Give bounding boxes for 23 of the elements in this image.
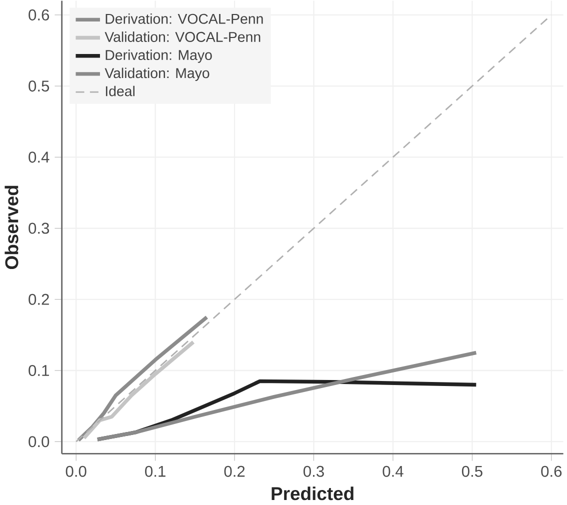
x-axis-title: Predicted (272, 486, 354, 500)
x-tick-label: 0.5 (462, 466, 482, 477)
y-tick-label: 0.0 (28, 436, 50, 448)
legend-label: Ideal (106, 86, 134, 96)
x-tick-label: 0.2 (224, 466, 245, 477)
line-series (96, 350, 478, 442)
y-tick-label: 0.6 (28, 9, 50, 21)
legend-label: Validation: VOCAL-Penn (104, 32, 260, 42)
x-tick-label: 0.0 (66, 466, 86, 477)
line-series (82, 340, 196, 440)
x-tick-label: 0.3 (304, 466, 324, 477)
legend-label: Derivation: VOCAL-Penn (106, 14, 263, 24)
legend-label: Validation: Mayo (104, 68, 210, 81)
x-tick-label: 0.6 (541, 466, 562, 477)
y-tick-label: 0.1 (28, 365, 49, 376)
y-tick-label: 0.2 (28, 294, 49, 305)
y-axis-title: Observed (4, 186, 18, 270)
x-tick-label: 0.1 (145, 466, 166, 477)
y-tick-label: 0.3 (28, 222, 50, 234)
y-tick-label: 0.5 (28, 80, 50, 92)
x-tick-label: 0.4 (382, 466, 404, 477)
legend-label: Derivation: Mayo (106, 50, 212, 63)
y-tick-label: 0.4 (28, 152, 50, 163)
